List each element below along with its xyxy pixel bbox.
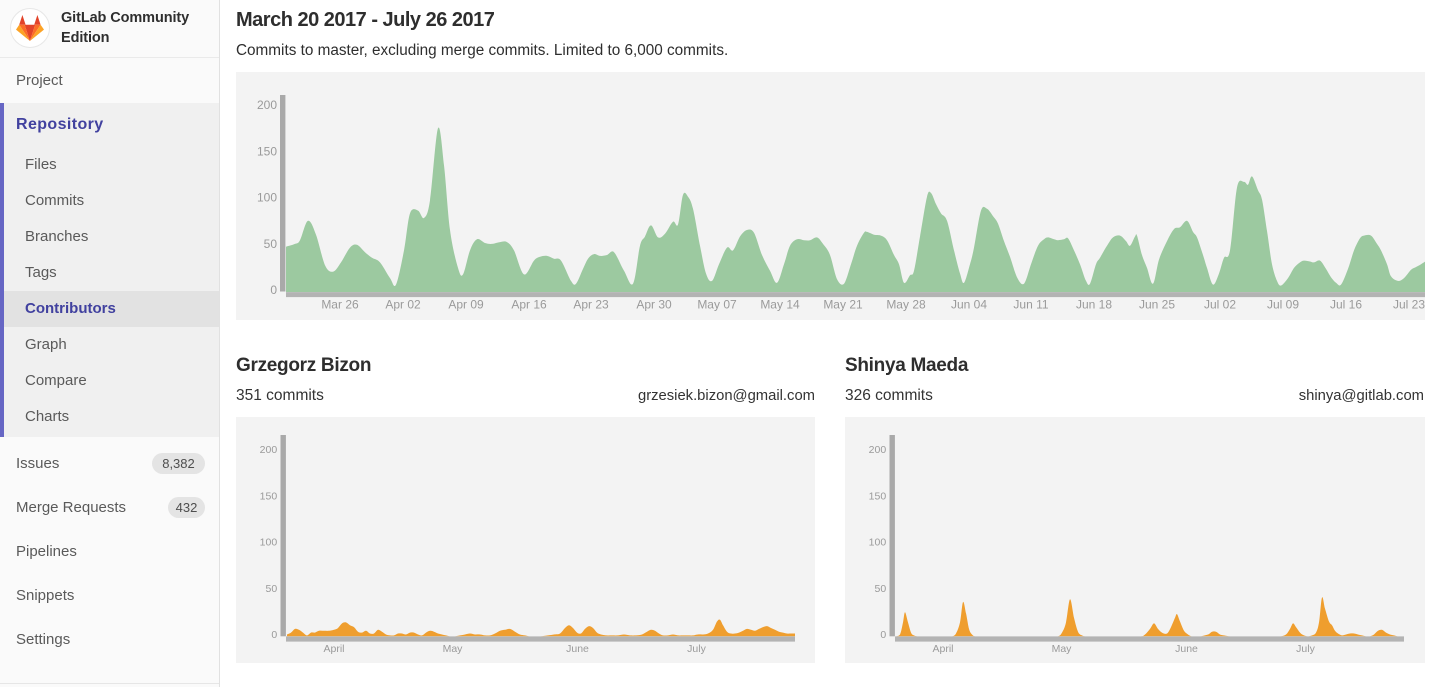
svg-text:200: 200 — [257, 98, 277, 112]
svg-text:Jun 11: Jun 11 — [1013, 298, 1048, 312]
svg-text:Jun 04: Jun 04 — [951, 298, 987, 312]
svg-text:50: 50 — [264, 237, 278, 251]
svg-text:Apr 09: Apr 09 — [448, 298, 484, 312]
svg-text:May: May — [443, 643, 464, 655]
svg-text:Apr 23: Apr 23 — [573, 298, 609, 312]
svg-text:50: 50 — [875, 583, 887, 595]
svg-text:May 07: May 07 — [697, 298, 737, 312]
svg-text:0: 0 — [271, 629, 277, 641]
svg-text:July: July — [1296, 643, 1315, 655]
svg-text:May 28: May 28 — [886, 298, 926, 312]
svg-text:Apr 30: Apr 30 — [636, 298, 672, 312]
svg-text:Jul 16: Jul 16 — [1330, 298, 1362, 312]
svg-text:April: April — [932, 643, 953, 655]
svg-text:Apr 02: Apr 02 — [385, 298, 421, 312]
svg-text:200: 200 — [869, 444, 887, 456]
svg-text:150: 150 — [869, 490, 887, 502]
svg-text:200: 200 — [260, 444, 278, 456]
svg-text:Jul 02: Jul 02 — [1204, 298, 1236, 312]
svg-text:April: April — [323, 643, 344, 655]
svg-text:Apr 16: Apr 16 — [511, 298, 547, 312]
svg-text:0: 0 — [880, 629, 886, 641]
svg-text:Jun 25: Jun 25 — [1139, 298, 1175, 312]
svg-text:150: 150 — [257, 145, 277, 159]
svg-text:150: 150 — [260, 490, 278, 502]
svg-text:Jul 09: Jul 09 — [1267, 298, 1299, 312]
svg-text:0: 0 — [270, 283, 277, 297]
svg-text:May: May — [1052, 643, 1073, 655]
svg-text:Jul 23: Jul 23 — [1393, 298, 1425, 312]
svg-text:100: 100 — [869, 537, 887, 549]
svg-text:June: June — [566, 643, 589, 655]
svg-text:May 14: May 14 — [760, 298, 800, 312]
svg-text:Jun 18: Jun 18 — [1076, 298, 1112, 312]
svg-text:50: 50 — [266, 583, 278, 595]
svg-text:100: 100 — [257, 191, 277, 205]
svg-text:Mar 26: Mar 26 — [321, 298, 359, 312]
svg-text:June: June — [1175, 643, 1198, 655]
svg-text:100: 100 — [260, 537, 278, 549]
svg-text:July: July — [687, 643, 706, 655]
svg-text:May 21: May 21 — [823, 298, 863, 312]
